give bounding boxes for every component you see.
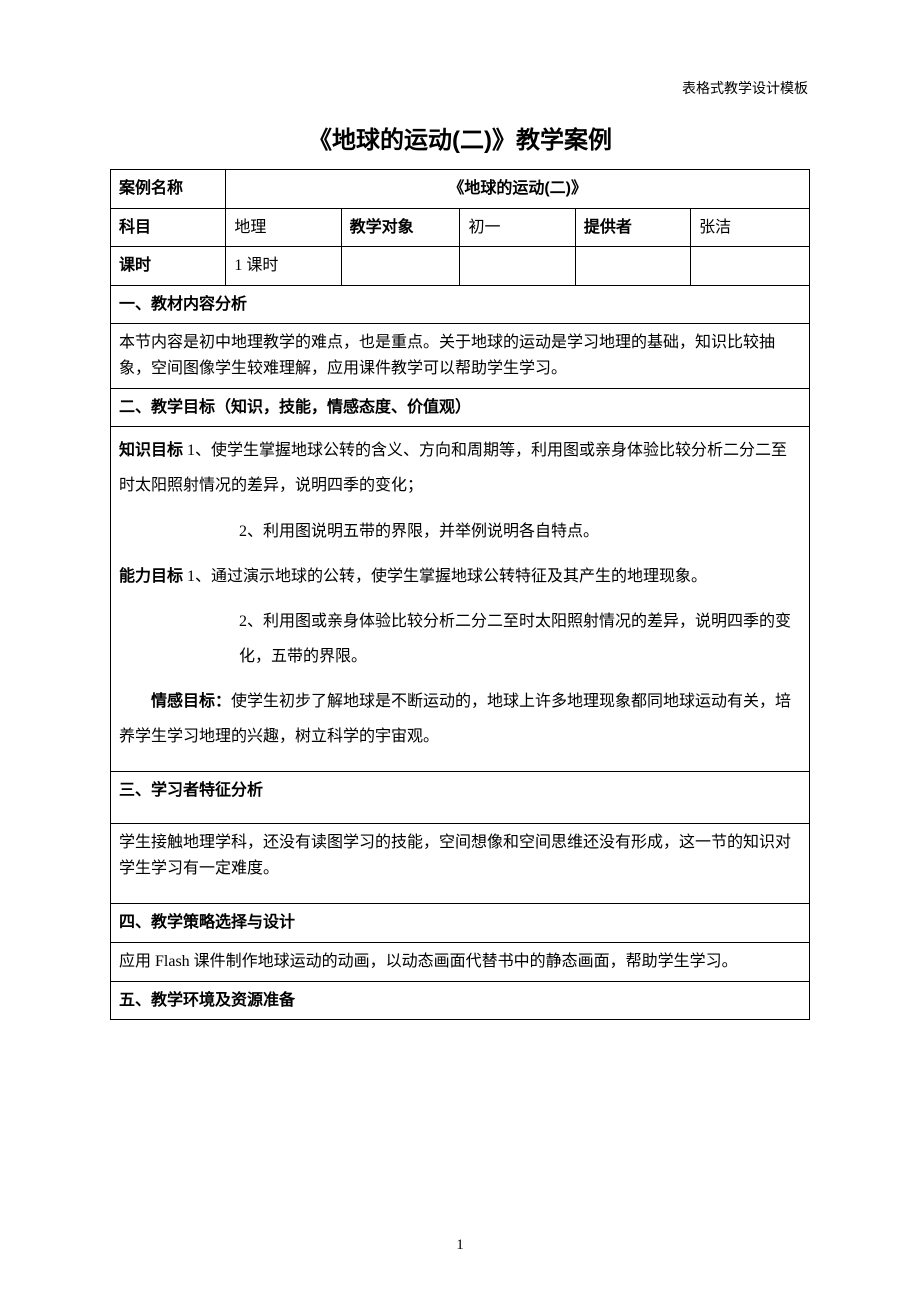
section4-body: 应用 Flash 课件制作地球运动的动画，以动态画面代替书中的静态画面，帮助学生… <box>111 943 810 982</box>
value-target: 初一 <box>460 208 575 247</box>
row-period: 课时 1 课时 <box>111 247 810 286</box>
row-case-name: 案例名称 《地球的运动(二)》 <box>111 170 810 209</box>
label-subject: 科目 <box>111 208 226 247</box>
section2-heading: 二、教学目标（知识，技能，情感态度、价值观） <box>111 388 810 427</box>
row-subject: 科目 地理 教学对象 初一 提供者 张洁 <box>111 208 810 247</box>
row-section4-body: 应用 Flash 课件制作地球运动的动画，以动态画面代替书中的静态画面，帮助学生… <box>111 943 810 982</box>
value-case-name: 《地球的运动(二)》 <box>226 170 810 209</box>
label-knowledge-goal: 知识目标 <box>119 442 183 459</box>
page-number: 1 <box>0 1237 920 1254</box>
lesson-plan-table: 案例名称 《地球的运动(二)》 科目 地理 教学对象 初一 提供者 张洁 课时 … <box>110 169 810 1020</box>
row-section4-heading: 四、教学策略选择与设计 <box>111 904 810 943</box>
label-target: 教学对象 <box>341 208 460 247</box>
section1-heading: 一、教材内容分析 <box>111 285 810 324</box>
section1-body: 本节内容是初中地理教学的难点，也是重点。关于地球的运动是学习地理的基础，知识比较… <box>111 324 810 388</box>
value-subject: 地理 <box>226 208 341 247</box>
value-provider: 张洁 <box>691 208 810 247</box>
header-template-label: 表格式教学设计模板 <box>682 78 808 98</box>
section5-heading: 五、教学环境及资源准备 <box>111 981 810 1020</box>
label-provider: 提供者 <box>575 208 690 247</box>
text-ability-2: 2、利用图或亲身体验比较分析二分二至时太阳照射情况的差异，说明四季的变化，五带的… <box>119 604 801 674</box>
row-section1-heading: 一、教材内容分析 <box>111 285 810 324</box>
value-period: 1 课时 <box>226 247 341 286</box>
section2-body: 知识目标 1、使学生掌握地球公转的含义、方向和周期等，利用图或亲身体验比较分析二… <box>111 427 810 772</box>
row-section2-heading: 二、教学目标（知识，技能，情感态度、价值观） <box>111 388 810 427</box>
empty-cell <box>341 247 460 286</box>
text-knowledge-1: 1、使学生掌握地球公转的含义、方向和周期等，利用图或亲身体验比较分析二分二至时太… <box>119 442 787 494</box>
section4-heading: 四、教学策略选择与设计 <box>111 904 810 943</box>
row-section3-heading: 三、学习者特征分析 <box>111 771 810 824</box>
row-section1-body: 本节内容是初中地理教学的难点，也是重点。关于地球的运动是学习地理的基础，知识比较… <box>111 324 810 388</box>
text-ability-1: 1、通过演示地球的公转，使学生掌握地球公转特征及其产生的地理现象。 <box>183 568 707 585</box>
empty-cell <box>691 247 810 286</box>
label-ability-goal: 能力目标 <box>119 568 183 585</box>
empty-cell <box>460 247 575 286</box>
label-emotion-goal: 情感目标： <box>151 693 231 710</box>
section3-body: 学生接触地理学科，还没有读图学习的技能，空间想像和空间思维还没有形成，这一节的知… <box>111 824 810 904</box>
document-page: 表格式教学设计模板 《地球的运动(二)》教学案例 案例名称 《地球的运动(二)》… <box>0 0 920 1302</box>
text-knowledge-2: 2、利用图说明五带的界限，并举例说明各自特点。 <box>119 514 801 549</box>
row-section3-body: 学生接触地理学科，还没有读图学习的技能，空间想像和空间思维还没有形成，这一节的知… <box>111 824 810 904</box>
row-section2-body: 知识目标 1、使学生掌握地球公转的含义、方向和周期等，利用图或亲身体验比较分析二… <box>111 427 810 772</box>
label-period: 课时 <box>111 247 226 286</box>
label-case-name: 案例名称 <box>111 170 226 209</box>
document-title: 《地球的运动(二)》教学案例 <box>110 120 810 155</box>
empty-cell <box>575 247 690 286</box>
row-section5-heading: 五、教学环境及资源准备 <box>111 981 810 1020</box>
section3-heading: 三、学习者特征分析 <box>111 771 810 824</box>
